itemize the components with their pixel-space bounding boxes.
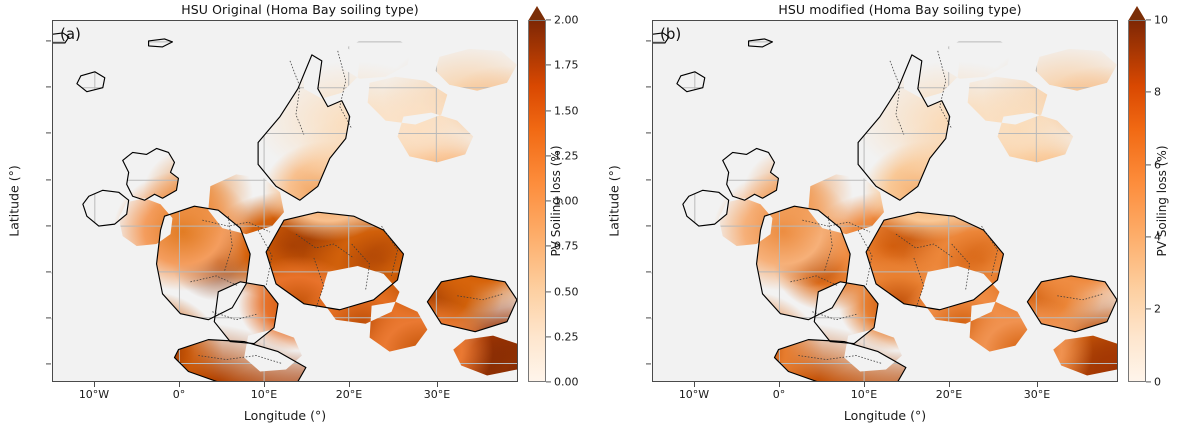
panel-a-cbar-tick-8: 2.00 xyxy=(554,13,579,27)
panel-b: HSU modified (Homa Bay soiling type) 70°… xyxy=(600,0,1200,438)
panel-a-cbar-tick-3: 0.75 xyxy=(554,239,579,253)
panel-a-ylabel: Latitude (°) xyxy=(6,165,22,237)
panel-a-cbar-tick-5: 1.25 xyxy=(554,149,579,163)
panel-b-xtick-0: 0° xyxy=(772,388,786,401)
panel-a-cbar-tick-6: 1.50 xyxy=(554,104,579,118)
panel-b-cbar-tick-0: 0 xyxy=(1154,375,1161,389)
panel-a-ytickmark xyxy=(46,86,51,88)
panel-a-ytickmark xyxy=(46,132,51,134)
panel-a-colorbar-label: PV Soiling loss (%) xyxy=(549,145,563,257)
panel-a-xtick-10E: 10°E xyxy=(250,388,278,401)
panel-b-soiling-field xyxy=(653,21,1117,381)
panel-a-cbar-tick-0: 0.00 xyxy=(554,375,579,389)
panel-b-xtick-10W: 10°W xyxy=(678,388,710,401)
panel-a-title: HSU Original (Homa Bay soiling type) xyxy=(181,2,419,17)
panel-b-cbar-tick-2: 2 xyxy=(1154,302,1161,316)
panel-b-xtick-20E: 20°E xyxy=(935,388,963,401)
panel-a-xlabel: Longitude (°) xyxy=(243,408,327,423)
panel-b-cbar-tick-8: 8 xyxy=(1154,85,1161,99)
panel-a-ytickmark xyxy=(46,225,51,227)
panel-b-ylabel: Latitude (°) xyxy=(606,165,622,237)
colorbar-gradient[interactable] xyxy=(1128,20,1146,382)
panel-a: HSU Original (Homa Bay soiling type) 70°… xyxy=(6,2,579,423)
panel-a-cbar-tick-7: 1.75 xyxy=(554,58,579,72)
panel-a-cbar-tick-2: 0.50 xyxy=(554,285,579,299)
panel-b-xlabel: Longitude (°) xyxy=(843,408,927,423)
panel-b-cbar-tick-6: 6 xyxy=(1154,158,1161,172)
colorbar-gradient[interactable] xyxy=(528,20,546,382)
panel-b-map-axes[interactable] xyxy=(652,20,1118,382)
panel-a-cbar-tick-4: 1.00 xyxy=(554,194,579,208)
panel-b-xtick-10E: 10°E xyxy=(850,388,878,401)
panel-b-cbar-tick-10: 10 xyxy=(1154,13,1168,27)
panel-a-ytickmark xyxy=(46,317,51,319)
panel-b-cbar-tick-4: 4 xyxy=(1154,230,1161,244)
panel-a-letter: (a) xyxy=(60,25,81,43)
panel-a-ytickmark xyxy=(46,271,51,273)
panel-b-colorbar[interactable]: 0 2 4 6 8 10 xyxy=(1128,6,1168,389)
panel-b-colorbar-label: PV Soiling loss (%) xyxy=(1155,145,1169,257)
panel-a-xtick-0: 0° xyxy=(172,388,186,401)
panel-a-ytickmark xyxy=(46,179,51,181)
panel-a-cbar-tick-1: 0.25 xyxy=(554,330,579,344)
panel-a-map-axes[interactable] xyxy=(52,20,518,382)
panel-a-soiling-field xyxy=(53,21,517,381)
panel-a-xtick-10W: 10°W xyxy=(78,388,110,401)
panel-b-xtick-30E: 30°E xyxy=(1023,388,1051,401)
panel-b-letter: (b) xyxy=(660,25,682,43)
panel-b-title: HSU modified (Homa Bay soiling type) xyxy=(778,2,1022,17)
panel-a-colorbar[interactable]: 0.00 0.25 0.50 0.75 1.00 1.25 1.50 1.75 … xyxy=(528,6,579,389)
panel-a-xtick-30E: 30°E xyxy=(423,388,451,401)
panel-a-ytickmark xyxy=(46,363,51,365)
panel-a-xtick-20E: 20°E xyxy=(335,388,363,401)
panel-a-ytickmark xyxy=(46,40,51,42)
